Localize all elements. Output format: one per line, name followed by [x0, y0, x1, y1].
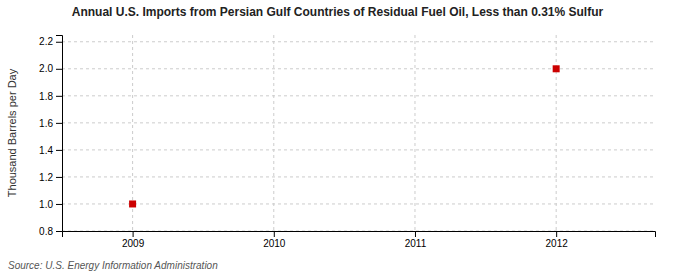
tick: 2.0 [39, 63, 62, 74]
grid-line [273, 35, 274, 231]
tick: 2009 [122, 231, 145, 249]
tick-label: 1.2 [39, 172, 53, 183]
tick-label: 2011 [405, 238, 427, 249]
tick-mark [56, 96, 62, 97]
tick-mark [56, 204, 62, 205]
tick-mark [56, 69, 62, 70]
tick: 0.8 [39, 226, 62, 237]
tick-label: 1.0 [39, 199, 53, 210]
point [129, 200, 136, 207]
tick: 1.4 [39, 145, 62, 156]
tick: 2010 [263, 231, 286, 249]
tick: 2.2 [39, 36, 62, 47]
tick-mark [56, 150, 62, 151]
grid-line [62, 68, 655, 69]
source: Source: U.S. Energy Information Administ… [8, 260, 218, 271]
tick: 2011 [405, 231, 427, 249]
grid-line [62, 41, 655, 42]
tick-mark [56, 231, 62, 232]
tick-mark [56, 42, 62, 43]
marks [129, 65, 560, 207]
tick-label: 2.2 [39, 36, 53, 47]
tick-label: 1.6 [39, 118, 53, 129]
tick: 2012 [546, 231, 569, 249]
tick-label: 2009 [122, 238, 145, 249]
tick-mark [556, 231, 557, 237]
x-axis: 2009 2010 2011 2012 [63, 231, 656, 249]
tick-mark [56, 123, 62, 124]
y-axis: 0.8 1.0 1.2 1.4 1.6 1.8 2.0 2.2 [39, 36, 62, 237]
axis-line [56, 36, 63, 232]
tick-label: 0.8 [39, 226, 53, 237]
plot-area: 2009 2010 2011 2012 0.8 1.0 1.2 1.4 1.6 1.8 2.0 2.2 [39, 35, 655, 249]
tick: 1.8 [39, 91, 62, 102]
tick-label: 1.8 [39, 91, 53, 102]
tick-label: 2010 [263, 238, 286, 249]
y-axis-label: Thousand Barrels per Day [6, 68, 18, 197]
tick: 1.6 [39, 118, 62, 129]
tick: 1.2 [39, 172, 62, 183]
grid-line [62, 149, 655, 150]
tick-label: 1.4 [39, 145, 53, 156]
grid-line [62, 122, 655, 123]
tick-mark [274, 231, 275, 237]
grid-line [556, 35, 557, 231]
chart: Annual U.S. Imports from Persian Gulf Co… [0, 0, 675, 275]
grid-line [414, 35, 415, 231]
grid [62, 35, 655, 231]
tick-mark [56, 177, 62, 178]
axis-line [63, 232, 656, 238]
grid-line [62, 95, 655, 96]
tick-label: 2012 [546, 238, 569, 249]
point [553, 65, 560, 72]
tick: 1.0 [39, 199, 62, 210]
tick-mark [133, 231, 134, 237]
grid-line [62, 203, 655, 204]
grid-line [62, 176, 655, 177]
tick-mark [415, 231, 416, 237]
tick-label: 2.0 [39, 63, 53, 74]
title: Annual U.S. Imports from Persian Gulf Co… [72, 5, 604, 19]
